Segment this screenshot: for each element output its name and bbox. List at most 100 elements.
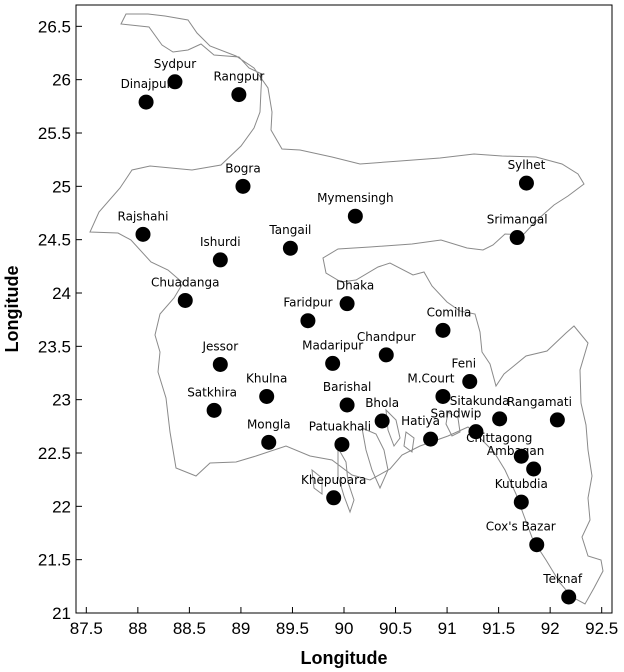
station-label-patuakhali: Patuakhali	[309, 419, 371, 433]
station-label-faridpur: Faridpur	[283, 296, 332, 310]
station-marker-comilla	[435, 322, 451, 338]
y-tick-label: 26	[52, 71, 71, 90]
station-marker-mongla	[261, 434, 277, 450]
station-marker-cox-s-bazar	[529, 537, 545, 553]
y-tick-label: 21.5	[38, 551, 71, 570]
delta-island-5	[445, 411, 461, 437]
station-marker-ishurdi	[212, 252, 228, 268]
station-marker-hatiya	[423, 431, 439, 447]
station-marker-madaripur	[325, 355, 341, 371]
station-label-madaripur: Madaripur	[302, 338, 363, 352]
station-marker-sydpur	[167, 74, 183, 90]
station-label-rajshahi: Rajshahi	[118, 209, 169, 223]
station-marker-khepupara	[326, 490, 342, 506]
y-tick-label: 23.5	[38, 337, 71, 356]
station-marker-chittagong	[513, 448, 529, 464]
station-label-jessor: Jessor	[201, 339, 238, 353]
station-label-sydpur: Sydpur	[154, 57, 197, 71]
station-marker-mymensingh	[347, 208, 363, 224]
station-label-dinajpur: Dinajpur	[121, 77, 172, 91]
x-tick-label: 90	[335, 619, 354, 638]
station-marker-sylhet	[518, 175, 534, 191]
station-marker-feni	[462, 374, 478, 390]
station-marker-sitakunda	[492, 411, 508, 427]
station-label-ambagan: Ambagan	[487, 444, 544, 458]
y-tick-label: 22	[52, 497, 71, 516]
delta-island-4	[403, 431, 415, 453]
y-tick-label: 24	[52, 284, 71, 303]
station-label-sylhet: Sylhet	[508, 158, 546, 172]
bangladesh-outline	[89, 13, 604, 605]
station-label-sitakunda: Sitakunda	[450, 394, 510, 408]
y-tick-label: 25	[52, 177, 71, 196]
y-tick-label: 23	[52, 391, 71, 410]
station-label-m-court: M.Court	[407, 371, 454, 385]
y-axis-title: Longitude	[2, 266, 22, 353]
x-tick-label: 88.5	[173, 619, 206, 638]
x-axis-title: Longitude	[301, 648, 388, 668]
station-label-khulna: Khulna	[246, 371, 287, 385]
station-label-sandwip: Sandwip	[430, 407, 481, 421]
station-marker-rajshahi	[135, 226, 151, 242]
y-tick-label: 24.5	[38, 231, 71, 250]
station-marker-faridpur	[300, 313, 316, 329]
station-marker-sandwip	[468, 424, 484, 440]
station-markers	[135, 74, 577, 605]
x-tick-label: 87.5	[70, 619, 103, 638]
station-marker-khulna	[259, 388, 275, 404]
plot-axes: 87.5 88 88.5 89 89.5 90 90.5 91 91.5 92 92.5 21 21.5…	[2, 4, 618, 668]
station-marker-tangail	[282, 240, 298, 256]
station-label-cox-s-bazar: Cox's Bazar	[486, 520, 556, 534]
y-tick-label: 22.5	[38, 444, 71, 463]
station-label-mymensingh: Mymensingh	[317, 191, 394, 205]
y-tick-label: 25.5	[38, 124, 71, 143]
station-labels: Sydpur Dinajpur Rangpur Bogra Sylhet Mymensin…	[118, 57, 583, 586]
station-marker-ambagan	[526, 461, 542, 477]
country-boundary	[89, 13, 604, 605]
x-tick-label: 91.5	[482, 619, 515, 638]
station-marker-rangamati	[549, 412, 565, 428]
station-label-chandpur: Chandpur	[357, 330, 416, 344]
station-marker-dinajpur	[138, 94, 154, 110]
delta-island-3	[385, 408, 401, 448]
station-label-ishurdi: Ishurdi	[200, 235, 241, 249]
x-tick-label: 88	[128, 619, 147, 638]
delta-island-6	[311, 468, 323, 495]
station-marker-bogra	[235, 178, 251, 194]
station-label-tangail: Tangail	[268, 223, 311, 237]
y-tick-label: 21	[52, 604, 71, 623]
delta-island-2	[361, 427, 389, 490]
station-marker-srimangal	[509, 230, 525, 246]
station-label-rangpur: Rangpur	[213, 70, 264, 84]
station-label-dhaka: Dhaka	[336, 279, 374, 293]
station-marker-chandpur	[378, 347, 394, 363]
station-marker-kutubdia	[513, 494, 529, 510]
station-label-bhola: Bhola	[365, 396, 399, 410]
y-tick-label: 26.5	[38, 17, 71, 36]
x-tick-label: 91	[438, 619, 457, 638]
x-tick-label: 89	[231, 619, 250, 638]
station-marker-m-court	[435, 388, 451, 404]
station-label-bogra: Bogra	[225, 161, 260, 175]
station-label-satkhira: Satkhira	[187, 385, 237, 399]
station-marker-dhaka	[339, 296, 355, 312]
station-label-kutubdia: Kutubdia	[495, 477, 548, 491]
station-marker-jessor	[212, 356, 228, 372]
x-tick-label: 92	[541, 619, 560, 638]
station-label-hatiya: Hatiya	[401, 414, 440, 428]
station-label-barishal: Barishal	[323, 380, 371, 394]
station-marker-bhola	[374, 413, 390, 429]
station-label-khepupara: Khepupara	[301, 473, 366, 487]
station-label-mongla: Mongla	[247, 417, 291, 431]
x-tick-label: 89.5	[276, 619, 309, 638]
station-label-feni: Feni	[451, 357, 476, 371]
station-marker-rangpur	[231, 87, 247, 103]
station-marker-teknaf	[561, 589, 577, 605]
station-label-chittagong: Chittagong	[466, 431, 532, 445]
station-marker-barishal	[339, 397, 355, 413]
station-marker-patuakhali	[334, 436, 350, 452]
station-label-rangamati: Rangamati	[507, 395, 572, 409]
station-marker-chuadanga	[177, 292, 193, 308]
